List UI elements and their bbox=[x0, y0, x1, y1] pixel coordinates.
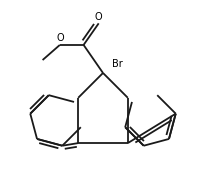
Text: O: O bbox=[56, 33, 64, 43]
Text: O: O bbox=[95, 12, 103, 22]
Text: Br: Br bbox=[112, 59, 122, 69]
